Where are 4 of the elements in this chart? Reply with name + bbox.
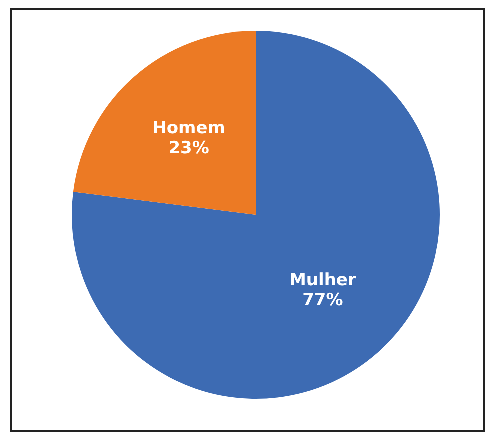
data-label: 23% — [168, 138, 210, 159]
slice-label: Homem — [152, 118, 226, 139]
data-label: 77% — [302, 290, 344, 310]
slice-label: Mulher — [289, 270, 357, 290]
